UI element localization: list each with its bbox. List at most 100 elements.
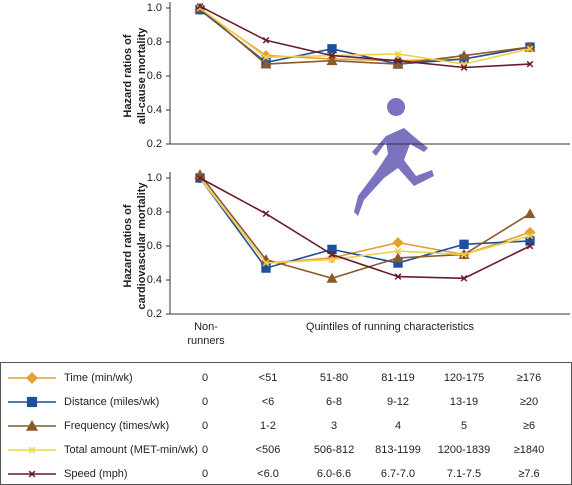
marker — [394, 50, 402, 58]
marker — [459, 239, 469, 249]
legend-level: <506 — [256, 444, 281, 456]
legend-level: ≥6 — [523, 420, 535, 432]
marker — [326, 272, 338, 283]
marker — [328, 52, 336, 59]
marker — [394, 273, 402, 280]
marker — [392, 252, 404, 263]
marker — [460, 274, 468, 282]
y-tick-label: 1.0 — [147, 2, 162, 14]
marker — [326, 55, 338, 66]
legend-level: 81-119 — [381, 372, 414, 384]
legend-level: <6 — [262, 396, 275, 408]
marker — [392, 237, 404, 249]
marker — [392, 58, 404, 69]
marker — [196, 2, 204, 10]
legend-level: 4 — [395, 420, 401, 432]
marker — [524, 208, 536, 219]
marker — [28, 470, 36, 478]
series-line — [199, 177, 531, 264]
legend-level: 5 — [461, 420, 467, 432]
y-axis-title: Hazard ratios of — [122, 34, 134, 117]
y-tick-label: 0.8 — [147, 36, 162, 48]
marker — [525, 236, 535, 246]
marker — [458, 50, 470, 60]
legend-level: 9-12 — [387, 396, 409, 408]
marker — [194, 169, 206, 179]
legend-level: <6.0 — [257, 468, 279, 480]
marker — [196, 174, 204, 182]
series-line — [199, 177, 531, 280]
marker — [262, 210, 270, 218]
marker — [526, 60, 534, 68]
legend-level: 6.7-7.0 — [381, 468, 415, 480]
legend-level: 0 — [202, 468, 208, 480]
legend-level: 51-80 — [320, 372, 348, 384]
y-tick-label: 0.6 — [147, 240, 162, 252]
marker — [526, 45, 534, 53]
marker — [262, 259, 270, 267]
category-label: Non-runners — [187, 321, 225, 347]
legend-level: 3 — [331, 420, 337, 432]
y-tick-label: 0.2 — [147, 138, 162, 150]
marker — [328, 251, 336, 258]
marker — [260, 58, 272, 69]
marker — [394, 57, 402, 65]
legend-level: 813-1199 — [375, 444, 421, 456]
y-axis-title: Hazard ratios of — [122, 204, 134, 287]
legend-label: Time (min/wk) — [64, 372, 133, 384]
marker — [261, 263, 271, 273]
legend-label: Frequency (times/wk) — [64, 420, 169, 432]
marker — [262, 53, 270, 61]
marker — [460, 251, 468, 258]
series-line — [199, 9, 531, 65]
marker — [26, 396, 38, 408]
legend-level: ≥20 — [520, 396, 538, 408]
legend-label: Distance (miles/wk) — [64, 396, 159, 408]
legend-level: <51 — [259, 372, 278, 384]
series-line — [199, 7, 531, 65]
legend-level: 0 — [202, 372, 208, 384]
marker — [26, 420, 38, 431]
marker — [327, 244, 337, 255]
legend-level: 6.0-6.6 — [317, 468, 351, 480]
y-tick-label: 0.2 — [147, 308, 162, 320]
legend-level: 0 — [202, 396, 208, 408]
y-tick-label: 1.0 — [147, 172, 162, 184]
y-tick-label: 0.4 — [147, 104, 162, 116]
legend-level: ≥176 — [517, 372, 541, 384]
legend-level: 0 — [202, 420, 208, 432]
series-line — [199, 174, 531, 280]
marker — [460, 64, 468, 71]
legend-label: Total amount (MET-min/wk) — [64, 444, 198, 456]
marker — [260, 254, 272, 264]
marker — [327, 44, 337, 54]
legend-level: 7.1-7.5 — [447, 468, 481, 480]
legend-level: 1200-1839 — [438, 444, 491, 456]
marker — [26, 372, 38, 384]
legend-level: 506-812 — [314, 444, 354, 456]
marker — [394, 247, 402, 255]
series-line — [199, 7, 531, 65]
marker — [328, 256, 336, 263]
y-tick-label: 0.4 — [147, 274, 162, 286]
runner-icon — [354, 98, 434, 216]
marker — [524, 226, 536, 238]
legend-level: ≥7.6 — [518, 468, 539, 480]
legend-level: 6-8 — [326, 396, 342, 408]
y-tick-label: 0.6 — [147, 70, 162, 82]
x-axis-title: Quintiles of running characteristics — [306, 321, 475, 333]
y-tick-label: 0.8 — [147, 206, 162, 218]
series-line — [199, 177, 531, 270]
marker — [393, 258, 403, 268]
legend-level: ≥1840 — [514, 444, 545, 456]
y-axis-title: cardiovascular mortality — [136, 182, 148, 310]
marker — [262, 36, 270, 44]
marker — [28, 446, 36, 454]
marker — [196, 4, 204, 12]
legend-level: 120-175 — [444, 372, 484, 384]
legend-level: 0 — [202, 444, 208, 456]
y-axis-title: all-cause mortality — [136, 27, 148, 124]
marker — [526, 232, 534, 240]
